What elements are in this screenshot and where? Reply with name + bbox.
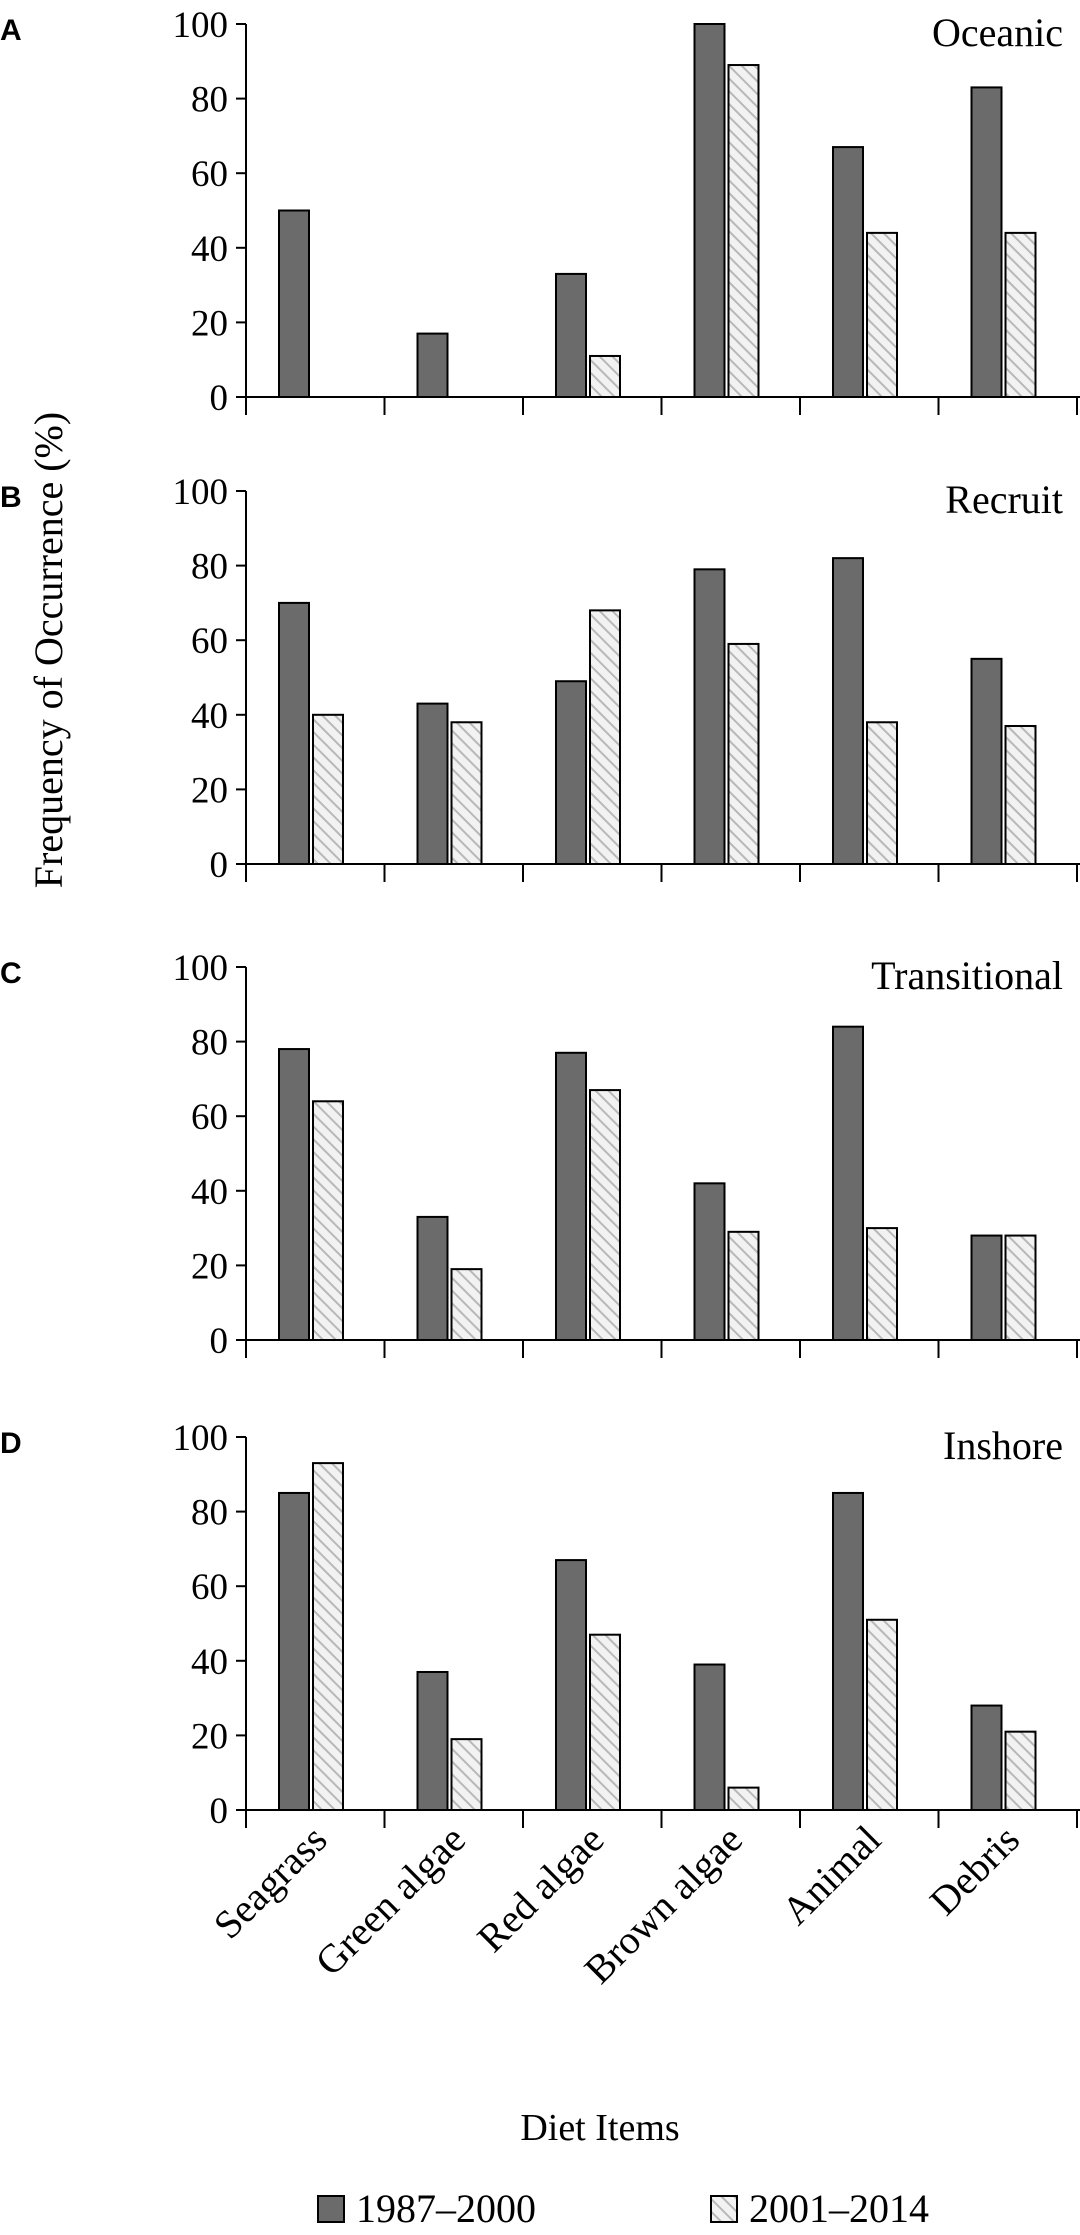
bar-d-red-algae-1987-2000 xyxy=(555,1559,587,1811)
bar-a-brown-algae-2001-2014 xyxy=(727,64,760,398)
panel-a: A Oceanic 0 20 40 60 80 100 xyxy=(0,5,1080,419)
bar-b-animal-1987-2000 xyxy=(832,557,864,865)
bar-c-debris-1987-2000 xyxy=(970,1234,1003,1342)
bar-c-green-algae-2001-2014 xyxy=(450,1268,483,1342)
panel-letter-d: D xyxy=(0,1427,22,1460)
bar-c-debris-2001-2014 xyxy=(1004,1234,1037,1342)
panel-title-inshore: Inshore xyxy=(943,1423,1063,1468)
bar-b-red-algae-2001-2014 xyxy=(589,609,621,865)
panels-layer: A Oceanic 0 20 40 60 80 100 B Recruit 0 20 40 60 80 100… xyxy=(0,5,1080,1832)
bar-c-animal-2001-2014 xyxy=(866,1227,898,1341)
x-category-label-red-algae: Red algae xyxy=(468,1817,612,1961)
panel-d: D Inshore 0 20 40 60 80 100 xyxy=(0,1418,1080,1832)
bar-c-seagrass-1987-2000 xyxy=(278,1048,310,1342)
bar-a-red-algae-2001-2014 xyxy=(589,354,621,398)
y-tick-label: 100 xyxy=(173,472,229,513)
bar-d-debris-1987-2000 xyxy=(970,1704,1003,1812)
bar-b-red-algae-1987-2000 xyxy=(555,680,587,865)
y-tick-label: 80 xyxy=(191,1023,228,1064)
bar-a-animal-1987-2000 xyxy=(832,146,864,398)
y-tick-label: 80 xyxy=(191,1493,228,1534)
y-tick-label: 60 xyxy=(191,154,228,195)
y-tick-label: 20 xyxy=(191,1716,228,1757)
bar-c-brown-algae-2001-2014 xyxy=(727,1230,760,1341)
y-tick-label: 100 xyxy=(173,1418,229,1459)
panel-letter-a: A xyxy=(0,14,22,47)
bar-b-debris-1987-2000 xyxy=(970,657,1003,865)
panel-c: C Transitional 0 20 40 60 80 100 xyxy=(0,948,1080,1362)
bar-a-debris-2001-2014 xyxy=(1004,231,1037,398)
y-tick-label: 0 xyxy=(210,1321,229,1362)
bar-c-red-algae-2001-2014 xyxy=(589,1089,621,1341)
bar-c-red-algae-1987-2000 xyxy=(555,1051,587,1342)
bar-d-animal-1987-2000 xyxy=(832,1491,864,1811)
bar-b-brown-algae-1987-2000 xyxy=(693,568,726,866)
bar-c-brown-algae-1987-2000 xyxy=(693,1182,726,1341)
x-category-label-green-algae: Green algae xyxy=(306,1817,474,1985)
bar-b-green-algae-2001-2014 xyxy=(450,721,483,866)
panel-title-recruit: Recruit xyxy=(945,477,1063,522)
bar-d-animal-2001-2014 xyxy=(866,1618,898,1812)
bar-d-red-algae-2001-2014 xyxy=(589,1633,621,1811)
y-tick-label: 20 xyxy=(191,1246,228,1287)
bar-d-seagrass-1987-2000 xyxy=(278,1491,310,1811)
panel-letter-b: B xyxy=(0,481,22,514)
bar-d-seagrass-2001-2014 xyxy=(312,1462,344,1811)
bar-d-green-algae-1987-2000 xyxy=(416,1670,449,1811)
bar-a-brown-algae-1987-2000 xyxy=(693,23,726,398)
y-tick-label: 40 xyxy=(191,696,228,737)
x-category-label-debris: Debris xyxy=(921,1817,1028,1924)
panel-b: B Recruit 0 20 40 60 80 100 xyxy=(0,472,1080,886)
bar-a-debris-1987-2000 xyxy=(970,86,1003,398)
bar-b-brown-algae-2001-2014 xyxy=(727,642,760,865)
panel-title-transitional: Transitional xyxy=(871,953,1063,998)
y-tick-label: 40 xyxy=(191,229,228,270)
x-axis-label: Diet Items xyxy=(520,2107,679,2149)
y-tick-label: 0 xyxy=(210,1791,229,1832)
legend-label-1987-2000: 1987–2000 xyxy=(356,2186,536,2231)
bar-b-green-algae-1987-2000 xyxy=(416,702,449,865)
bar-a-green-algae-1987-2000 xyxy=(416,332,449,398)
y-tick-label: 20 xyxy=(191,770,228,811)
x-category-label-animal: Animal xyxy=(773,1817,890,1934)
legend-swatch-2001-2014 xyxy=(710,2195,738,2223)
y-tick-label: 40 xyxy=(191,1172,228,1213)
bar-d-debris-2001-2014 xyxy=(1004,1730,1037,1812)
y-tick-label: 60 xyxy=(191,1567,228,1608)
y-axis-label: Frequency of Occurrence (%) xyxy=(26,412,71,888)
y-tick-label: 60 xyxy=(191,1097,228,1138)
bar-a-animal-2001-2014 xyxy=(866,231,898,398)
legend: 1987–2000 2001–2014 xyxy=(317,2186,929,2231)
y-tick-label: 80 xyxy=(191,80,228,121)
y-tick-label: 100 xyxy=(173,5,229,46)
bar-d-green-algae-2001-2014 xyxy=(450,1738,483,1812)
bar-c-animal-1987-2000 xyxy=(832,1025,864,1342)
bar-a-red-algae-1987-2000 xyxy=(555,272,587,398)
bar-c-seagrass-2001-2014 xyxy=(312,1100,344,1342)
legend-swatch-1987-2000 xyxy=(317,2195,345,2223)
y-tick-label: 0 xyxy=(210,845,229,886)
y-tick-label: 100 xyxy=(173,948,229,989)
y-tick-label: 20 xyxy=(191,303,228,344)
bar-b-debris-2001-2014 xyxy=(1004,724,1037,865)
y-tick-label: 40 xyxy=(191,1642,228,1683)
y-tick-label: 0 xyxy=(210,378,229,419)
x-category-label-seagrass: Seagrass xyxy=(205,1817,336,1948)
bar-b-animal-2001-2014 xyxy=(866,721,898,866)
panel-letter-c: C xyxy=(0,957,22,990)
bar-d-brown-algae-2001-2014 xyxy=(727,1786,760,1811)
bar-b-seagrass-2001-2014 xyxy=(312,713,344,865)
panel-title-oceanic: Oceanic xyxy=(932,10,1063,55)
bar-a-seagrass-1987-2000 xyxy=(278,209,310,398)
bar-d-brown-algae-1987-2000 xyxy=(693,1663,726,1812)
bar-c-green-algae-1987-2000 xyxy=(416,1215,449,1342)
y-tick-label: 60 xyxy=(191,621,228,662)
legend-label-2001-2014: 2001–2014 xyxy=(749,2186,929,2231)
bar-b-seagrass-1987-2000 xyxy=(278,601,310,866)
y-tick-label: 80 xyxy=(191,547,228,588)
